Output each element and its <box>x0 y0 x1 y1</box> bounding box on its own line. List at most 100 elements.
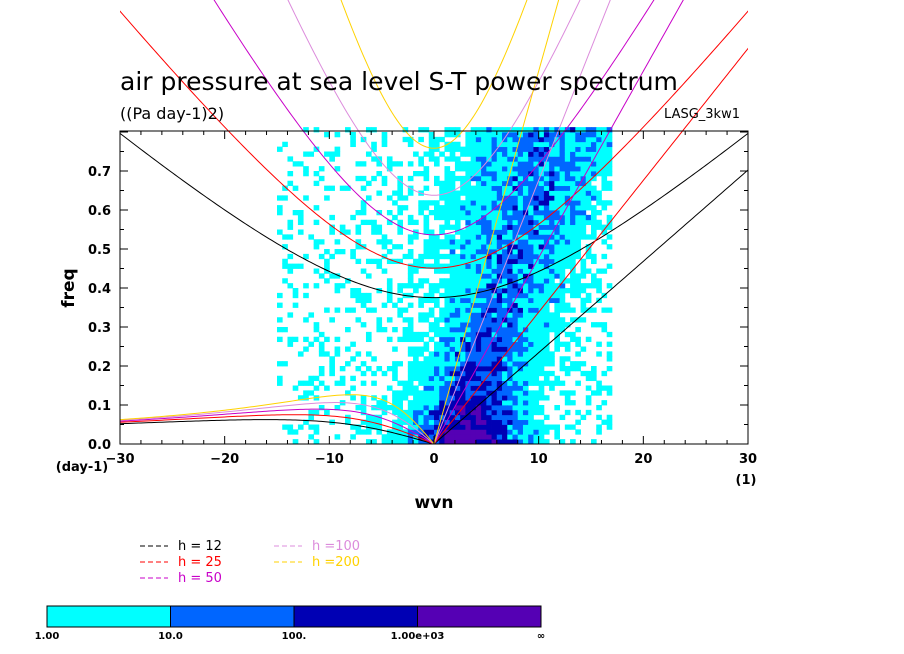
spectrum-cell <box>522 331 529 338</box>
spectrum-cell <box>496 439 503 444</box>
spectrum-cell <box>402 195 409 201</box>
spectrum-cell <box>465 400 472 406</box>
spectrum-cell <box>512 317 519 323</box>
spectrum-cell <box>496 239 503 245</box>
spectrum-cell <box>570 132 576 138</box>
spectrum-cell <box>507 214 513 221</box>
spectrum-cell <box>496 166 503 172</box>
spectrum-cell <box>507 322 513 328</box>
spectrum-cell <box>360 429 367 435</box>
spectrum-cell <box>454 200 461 206</box>
spectrum-cell <box>423 375 430 382</box>
spectrum-cell <box>444 434 451 440</box>
spectrum-cell <box>585 180 592 187</box>
spectrum-cell <box>313 205 320 211</box>
spectrum-cell <box>601 146 608 152</box>
spectrum-cell <box>475 434 482 440</box>
spectrum-cell <box>580 156 587 162</box>
spectrum-cell <box>381 132 388 138</box>
spectrum-cell <box>491 390 498 396</box>
spectrum-cell <box>491 434 498 440</box>
spectrum-cell <box>428 429 435 435</box>
spectrum-cell <box>334 307 341 313</box>
spectrum-cell <box>376 429 383 435</box>
spectrum-cell <box>585 370 592 377</box>
spectrum-cell <box>496 317 503 323</box>
spectrum-cell <box>481 161 487 167</box>
spectrum-cell <box>543 356 550 362</box>
spectrum-cell <box>381 175 388 182</box>
spectrum-cell <box>554 405 560 411</box>
spectrum-cell <box>308 434 315 440</box>
spectrum-cell <box>465 180 472 187</box>
spectrum-cell <box>575 244 581 250</box>
spectrum-cell <box>591 185 597 191</box>
spectrum-cell <box>528 288 534 294</box>
spectrum-cell <box>486 166 492 172</box>
spectrum-cell <box>528 434 534 440</box>
spectrum-cell <box>491 268 498 274</box>
spectrum-cell <box>533 361 540 367</box>
spectrum-cell <box>591 161 597 167</box>
spectrum-cell <box>475 341 482 347</box>
spectrum-cell <box>365 258 372 265</box>
spectrum-cell <box>606 234 613 240</box>
spectrum-cell <box>460 239 466 245</box>
spectrum-cell <box>423 224 430 230</box>
spectrum-cell <box>580 166 587 172</box>
colorbar-box <box>46 605 171 628</box>
spectrum-cell <box>465 268 472 274</box>
spectrum-cell <box>559 322 566 328</box>
spectrum-cell <box>496 327 503 333</box>
spectrum-cell <box>449 190 456 196</box>
spectrum-cell <box>591 234 597 240</box>
spectrum-cell <box>449 205 456 211</box>
spectrum-cell <box>486 195 492 201</box>
spectrum-cell <box>502 249 508 255</box>
spectrum-cell <box>533 253 540 260</box>
spectrum-cell <box>538 166 545 172</box>
spectrum-cell <box>538 205 545 211</box>
spectrum-cell <box>475 414 482 421</box>
spectrum-cell <box>481 210 487 216</box>
spectrum-cell <box>423 244 430 250</box>
spectrum-cell <box>512 346 519 352</box>
spectrum-cell <box>549 190 555 196</box>
spectrum-cell <box>533 434 540 440</box>
spectrum-cell <box>533 366 540 372</box>
spectrum-cell <box>481 200 487 206</box>
spectrum-cell <box>549 156 555 162</box>
spectrum-cell <box>413 346 419 352</box>
spectrum-cell <box>554 346 560 352</box>
spectrum-cell <box>481 322 487 328</box>
spectrum-cell <box>454 366 461 372</box>
spectrum-cell <box>313 146 320 152</box>
spectrum-cell <box>365 351 372 357</box>
spectrum-cell <box>512 244 519 250</box>
spectrum-cell <box>533 136 540 143</box>
spectrum-cell <box>507 361 513 367</box>
spectrum-cell <box>538 351 545 357</box>
spectrum-cell <box>564 258 571 265</box>
spectrum-cell <box>277 375 283 382</box>
spectrum-cell <box>454 292 461 299</box>
spectrum-cell <box>596 385 602 391</box>
spectrum-cell <box>475 151 482 157</box>
spectrum-cell <box>554 380 560 386</box>
spectrum-cell <box>512 302 519 308</box>
spectrum-cell <box>507 239 513 245</box>
spectrum-cell <box>381 439 388 444</box>
spectrum-cell <box>564 175 571 182</box>
spectrum-cell <box>465 229 472 235</box>
spectrum-cell <box>585 151 592 157</box>
spectrum-cell <box>308 234 315 240</box>
spectrum-cell <box>517 205 524 211</box>
spectrum-cell <box>517 390 524 396</box>
spectrum-cell <box>418 283 424 289</box>
spectrum-cell <box>454 166 461 172</box>
spectrum-cell <box>292 336 299 343</box>
spectrum-cell <box>465 336 472 343</box>
spectrum-cell <box>454 405 461 411</box>
spectrum-cell <box>350 288 356 294</box>
spectrum-cell <box>496 229 503 235</box>
